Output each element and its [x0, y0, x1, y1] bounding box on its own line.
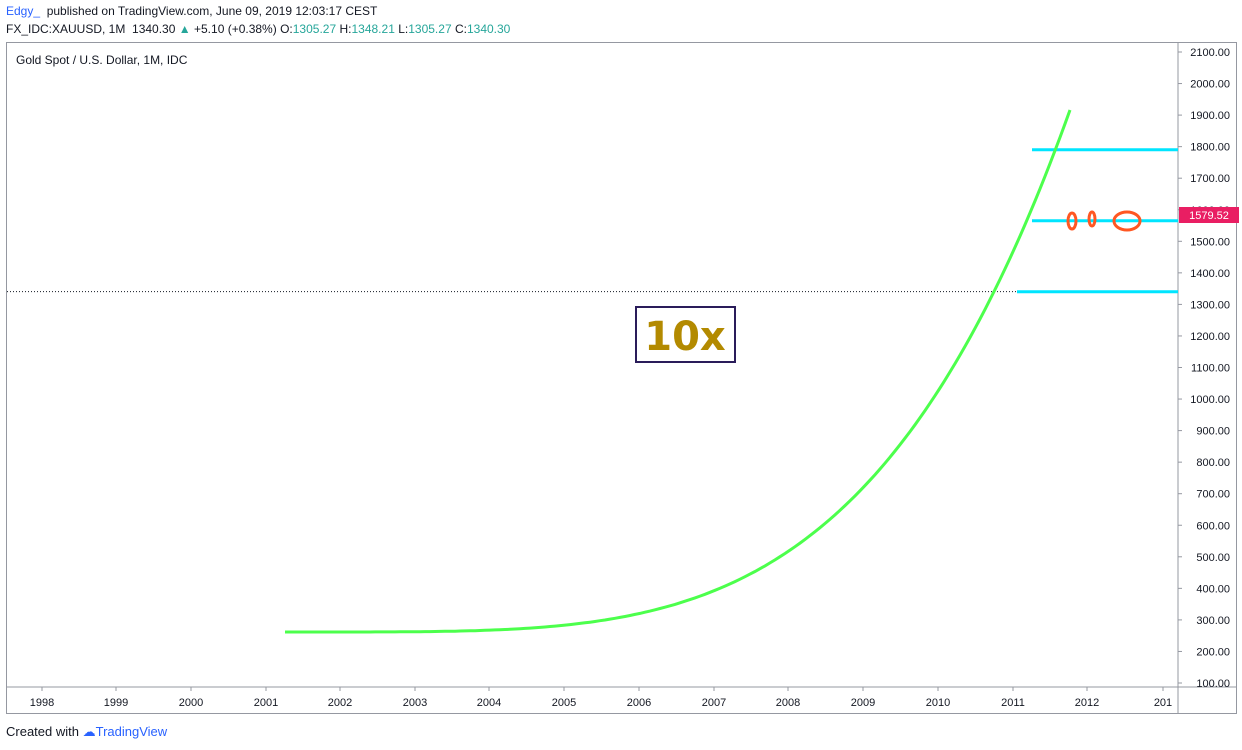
- x-tick-label: 201: [1154, 697, 1172, 709]
- footer: Created with ☁TradingView: [6, 724, 167, 740]
- y-tick-label: 600.00: [1196, 520, 1230, 532]
- time-axis[interactable]: 1998 1999 2000 2001 2002 2003 2004 2005 2006 2007…: [30, 687, 1172, 709]
- low-value: 1305.27: [408, 22, 452, 36]
- close-value: 1340.30: [466, 22, 511, 36]
- x-tick-label: 1998: [30, 697, 54, 709]
- last-price-marker: 1579.52: [1179, 207, 1239, 223]
- x-tick-label: 2006: [627, 697, 651, 709]
- parabolic-curve: [285, 109, 1072, 634]
- support-test-circle: [1066, 211, 1078, 231]
- x-tick-label: 2000: [179, 697, 203, 709]
- x-tick-label: 2005: [552, 697, 576, 709]
- y-tick-label: 1400.00: [1190, 268, 1230, 280]
- last-price: 1340.30: [132, 22, 176, 36]
- x-tick-label: 2003: [403, 697, 427, 709]
- ohlc-legend: FX_IDC:XAUUSD, 1M 1340.30 ▲ +5.10 (+0.38…: [6, 22, 510, 36]
- high-value: 1348.21: [351, 22, 395, 36]
- y-tick-label: 200.00: [1196, 646, 1230, 658]
- y-tick-label: 1500.00: [1190, 236, 1230, 248]
- close-key: C:: [454, 22, 467, 36]
- y-tick-label: 900.00: [1196, 426, 1230, 438]
- up-triangle-icon: ▲: [178, 22, 191, 36]
- low-key: L:: [398, 22, 409, 36]
- author-link[interactable]: Edgy_: [6, 4, 41, 18]
- x-tick-label: 2008: [776, 697, 800, 709]
- y-tick-label: 700.00: [1196, 489, 1230, 501]
- y-tick-label: 2100.00: [1190, 47, 1230, 59]
- y-tick-label: 500.00: [1196, 552, 1230, 564]
- price-axis[interactable]: 100.00 200.00 300.00 400.00 500.00 600.00 700.…: [1178, 47, 1230, 690]
- support-test-circle: [1112, 210, 1142, 232]
- tradingview-brand[interactable]: TradingView: [95, 724, 168, 739]
- created-with-text: Created with: [6, 724, 79, 739]
- x-tick-label: 2001: [254, 697, 278, 709]
- annotation-box: [635, 306, 736, 363]
- last-price-badge: [1179, 207, 1239, 223]
- y-tick-label: 1800.00: [1190, 142, 1230, 154]
- x-tick-label: 2011: [1001, 697, 1025, 709]
- tradingview-logo-icon: ☁: [82, 724, 96, 739]
- publish-text: published on TradingView.com, June 09, 2…: [46, 4, 378, 18]
- open-key: O:: [280, 22, 293, 36]
- x-tick-label: 2007: [702, 697, 726, 709]
- last-price-label: 1579.52: [1189, 210, 1229, 222]
- y-tick-label: 1000.00: [1190, 394, 1230, 406]
- change-value: +5.10 (+0.38%): [194, 22, 277, 36]
- y-tick-label: 1200.00: [1190, 331, 1230, 343]
- x-tick-label: 2010: [926, 697, 950, 709]
- open-value: 1305.27: [292, 22, 337, 36]
- annotation-text: 10x: [644, 314, 726, 360]
- y-tick-label: 400.00: [1196, 583, 1230, 595]
- chart-frame[interactable]: [6, 42, 1237, 714]
- symbol-label: FX_IDC:XAUUSD, 1M: [6, 22, 126, 36]
- y-tick-label: 800.00: [1196, 457, 1230, 469]
- high-key: H:: [339, 22, 352, 36]
- publish-info: Edgy_ published on TradingView.com, June…: [6, 4, 377, 18]
- y-tick-label: 1300.00: [1190, 299, 1230, 311]
- x-tick-label: 2009: [851, 697, 875, 709]
- y-tick-label: 100.00: [1196, 678, 1230, 690]
- x-tick-label: 2012: [1075, 697, 1099, 709]
- y-tick-label: 1100.00: [1191, 363, 1230, 375]
- support-test-circle: [1087, 210, 1097, 228]
- annotation: 10x: [635, 306, 736, 363]
- x-tick-label: 2002: [328, 697, 352, 709]
- x-tick-label: 2004: [477, 697, 501, 709]
- drawings: [7, 109, 1178, 634]
- y-tick-label: 1900.00: [1190, 110, 1230, 122]
- y-tick-label: 2000.00: [1190, 79, 1230, 91]
- chart-title: Gold Spot / U.S. Dollar, 1M, IDC: [16, 53, 188, 67]
- y-tick-label: 1700.00: [1190, 173, 1230, 185]
- y-tick-label: 300.00: [1196, 615, 1230, 627]
- x-tick-label: 1999: [104, 697, 128, 709]
